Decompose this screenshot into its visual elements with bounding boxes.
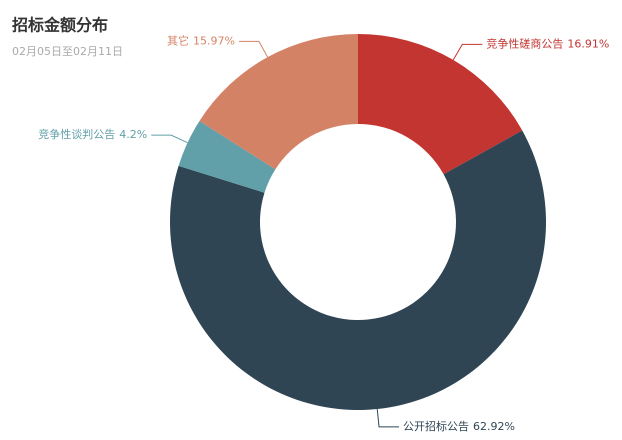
- chart-title: 招标金额分布: [12, 16, 108, 35]
- slice-label: 其它 15.97%: [167, 33, 235, 47]
- slice-label: 竞争性磋商公告 16.91%: [486, 36, 609, 50]
- label-line: [376, 408, 400, 428]
- slice-name: 其它: [167, 33, 189, 47]
- slice: [358, 34, 523, 175]
- slice-name: 公开招标公告: [403, 419, 469, 433]
- slice-value: 16.91%: [567, 37, 609, 50]
- chart-subtitle: 02月05日至02月11日: [12, 45, 123, 58]
- slice: [178, 120, 276, 193]
- slice: [199, 34, 358, 170]
- slice-name: 竞争性磋商公告: [486, 36, 563, 50]
- label-line: [151, 134, 188, 144]
- slice-value: 15.97%: [193, 34, 235, 47]
- slice-value: 62.92%: [473, 420, 515, 433]
- slice-label: 公开招标公告 62.92%: [403, 419, 515, 433]
- slice-value: 4.2%: [119, 128, 147, 141]
- label-line: [452, 43, 483, 61]
- slice-name: 竞争性谈判公告: [38, 127, 115, 141]
- slice: [169, 130, 546, 411]
- label-line: [238, 40, 269, 58]
- slice-label: 竞争性谈判公告 4.2%: [38, 127, 147, 141]
